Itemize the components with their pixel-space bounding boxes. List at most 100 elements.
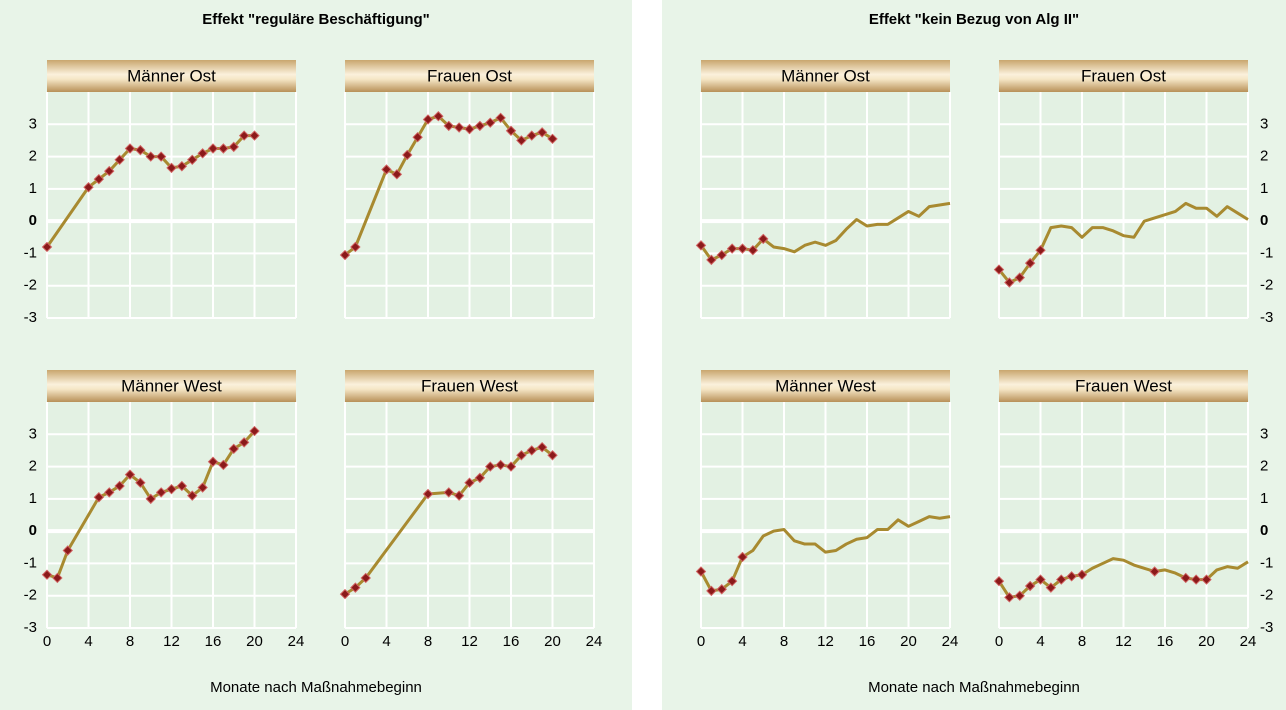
panel-header [701, 370, 950, 402]
marker [402, 149, 413, 161]
marker [83, 182, 94, 193]
marker [187, 154, 198, 166]
marker [391, 169, 403, 180]
marker [207, 456, 219, 467]
panel-title: Männer West [775, 376, 876, 395]
y-tick-label: 1 [1260, 490, 1268, 507]
marker [695, 566, 707, 577]
marker [1076, 569, 1088, 580]
marker [176, 480, 188, 492]
y-tick-label: 3 [29, 425, 37, 442]
panel-header [47, 370, 296, 402]
x-tick-label: 20 [544, 633, 561, 650]
marker [339, 588, 351, 600]
marker [135, 144, 146, 156]
marker [41, 569, 53, 580]
x-tick-label: 12 [1115, 633, 1132, 650]
panel-title: Männer West [121, 376, 222, 395]
x-tick-label: 0 [995, 633, 1003, 650]
marker [526, 130, 537, 141]
x-tick-label: 16 [1157, 633, 1174, 650]
marker [1024, 580, 1036, 592]
marker [547, 133, 558, 145]
x-axis-label: Monate nach Maßnahmebeginn [868, 679, 1080, 696]
marker [1056, 574, 1067, 585]
y-tick-label: -1 [24, 244, 37, 261]
y-tick-label: 0 [29, 212, 37, 229]
y-tick-label: -2 [24, 277, 37, 294]
marker [52, 572, 63, 584]
marker [114, 154, 125, 166]
marker [350, 241, 361, 253]
marker [737, 243, 748, 254]
x-tick-label: 24 [942, 633, 959, 650]
marker [474, 120, 486, 132]
marker [464, 477, 475, 488]
panel-header [345, 370, 594, 402]
y-tick-label: 1 [1260, 180, 1268, 197]
marker [464, 123, 475, 135]
marker [716, 584, 727, 595]
marker [443, 487, 454, 498]
marker [695, 240, 707, 251]
y-tick-label: -1 [1260, 244, 1273, 261]
marker [536, 127, 548, 138]
marker [993, 264, 1005, 275]
marker [453, 122, 465, 133]
marker [526, 445, 537, 456]
x-tick-label: 4 [84, 633, 92, 650]
marker [433, 111, 444, 122]
marker [453, 490, 465, 501]
marker [1035, 574, 1046, 585]
marker [104, 165, 115, 177]
x-tick-label: 24 [586, 633, 603, 650]
marker [218, 143, 229, 154]
x-tick-label: 0 [697, 633, 705, 650]
marker [1190, 574, 1202, 585]
y-tick-label: 0 [1260, 212, 1268, 229]
y-tick-label: -1 [1260, 554, 1273, 571]
marker [536, 441, 548, 453]
marker [505, 461, 517, 472]
y-tick-label: -2 [1260, 277, 1273, 294]
marker [62, 545, 73, 556]
y-tick-label: -2 [24, 587, 37, 604]
y-tick-label: 2 [1260, 458, 1268, 475]
marker [1180, 572, 1191, 584]
marker [155, 151, 167, 162]
x-tick-label: 8 [126, 633, 134, 650]
marker [360, 572, 371, 584]
marker [485, 461, 496, 472]
marker [104, 487, 115, 498]
y-tick-label: 3 [1260, 425, 1268, 442]
marker [495, 112, 506, 124]
marker [249, 130, 260, 141]
marker [197, 482, 208, 493]
panel-title: Frauen West [421, 376, 518, 395]
marker [218, 459, 229, 471]
x-tick-label: 12 [817, 633, 834, 650]
x-tick-label: 24 [288, 633, 305, 650]
y-tick-label: 3 [29, 115, 37, 132]
marker [505, 125, 517, 136]
panel-title: Frauen Ost [427, 66, 512, 85]
marker [706, 254, 717, 266]
panel-header [999, 370, 1248, 402]
y-tick-label: -3 [24, 309, 37, 326]
marker [1045, 582, 1057, 593]
marker [726, 243, 738, 254]
y-tick-label: 3 [1260, 115, 1268, 132]
y-tick-label: 2 [29, 458, 37, 475]
marker [93, 492, 105, 503]
x-tick-label: 12 [461, 633, 478, 650]
y-tick-label: -2 [1260, 587, 1273, 604]
marker [1035, 244, 1046, 256]
panel-header [47, 60, 296, 92]
x-tick-label: 20 [1198, 633, 1215, 650]
y-tick-label: 1 [29, 490, 37, 507]
x-tick-label: 16 [503, 633, 520, 650]
marker [166, 162, 177, 174]
marker [197, 148, 208, 159]
marker [381, 164, 392, 175]
panel-header [701, 60, 950, 92]
